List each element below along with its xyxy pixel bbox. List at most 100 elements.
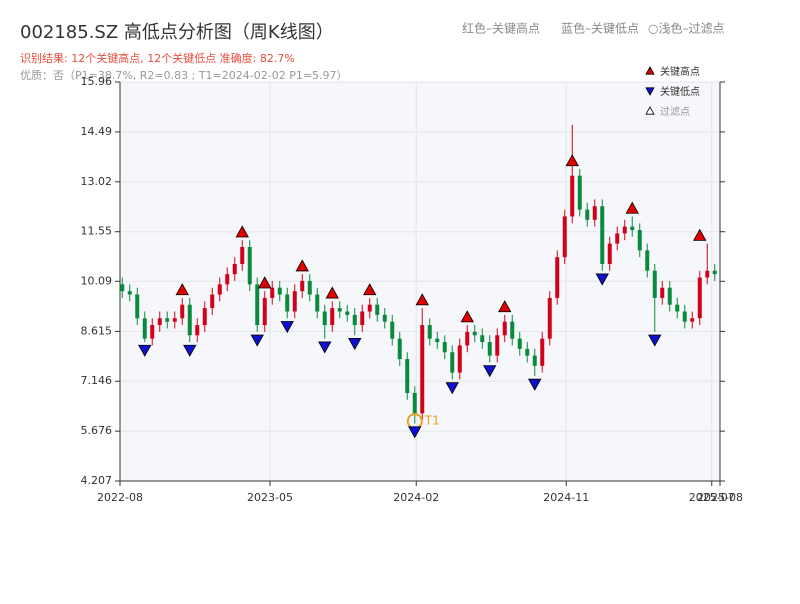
candle-body [585,209,590,220]
candle-body [690,318,695,322]
candle-body [232,263,237,275]
candle-body [547,297,552,339]
candle-body [660,287,665,298]
key-point [250,334,264,347]
key-point [445,382,459,395]
key-point [325,286,339,299]
x-tick-label: 2025-08 [697,491,743,504]
candle-body [127,291,132,295]
candle-body [330,308,335,326]
candle-body [315,294,320,312]
candle-body [135,294,140,319]
candle-body [465,331,470,346]
key-point [528,378,542,391]
y-tick-label: 11.55 [81,225,113,238]
candle-body [517,338,522,349]
chart-title: 002185.SZ 高低点分析图（周K线图） [20,22,334,43]
candle-body [360,311,365,326]
annotation-label: T1 [424,414,440,428]
candle-body [285,294,290,312]
key-point [348,338,362,351]
candle-body [382,314,387,322]
key-point [280,321,294,334]
note: 优质：否（P1=38.7%, R2=0.83 ; T1=2024-02-02 P… [20,69,348,82]
header-legend: 蓝色–关键低点 [561,22,639,36]
candle-body [435,338,440,343]
y-tick-label: 7.146 [81,374,113,387]
candle-body [150,325,155,339]
candle-body [142,318,147,339]
candle-body [607,243,612,264]
candle-body [210,294,215,309]
key-point [258,276,272,289]
legend-marker [645,87,655,96]
candle-body [202,308,207,326]
candle-body [157,318,162,326]
candle-body [472,331,477,336]
legend-label: 过滤点 [660,105,690,118]
key-point [648,334,662,347]
candle-body [637,230,642,251]
candle-body [577,175,582,210]
candle-body [120,284,125,292]
key-point [318,341,332,354]
candle-body [390,321,395,339]
candle-body [667,287,672,305]
key-point [363,283,377,296]
key-point [415,293,429,306]
candle-body [225,274,230,285]
candle-body [510,321,515,339]
candle-body [495,335,500,356]
header-legend: 红色–关键高点 [462,21,540,36]
candle-body [427,325,432,339]
y-tick-label: 4.207 [81,474,113,487]
legend-marker [645,106,655,115]
candle-body [555,257,560,298]
candle-body [487,342,492,356]
candle-body [397,338,402,360]
candle-body [172,318,177,322]
candle-body [352,314,357,326]
x-tick-label: 2024-02 [393,491,439,504]
y-tick-label: 13.02 [81,175,113,188]
candle-body [345,311,350,315]
candle-body [255,284,260,326]
y-tick-label: 5.676 [81,424,113,437]
candle-body [630,226,635,231]
candle-body [337,308,342,312]
candle-body [292,291,297,312]
key-point [183,344,197,357]
candle-body [592,206,597,220]
candle-body [600,206,605,264]
candle-body [277,287,282,295]
candle-body [450,352,455,373]
candle-body [682,311,687,322]
legend-label: 关键低点 [660,85,700,98]
candle-body [187,304,192,336]
key-point [295,259,309,272]
key-point [625,201,639,214]
x-tick-label: 2025-07 [689,491,735,504]
candle-body [217,284,222,295]
candle-body [480,335,485,343]
candle-body [502,321,507,336]
candle-body [652,270,657,298]
key-point [565,154,579,167]
candle-body [322,311,327,326]
candle-body [562,216,567,258]
x-tick-label: 2023-05 [247,491,293,504]
candle-body [165,318,170,322]
candle-body [645,250,650,271]
subtitle: 识别结果: 12个关键高点, 12个关键低点 准确度: 82.7% [20,51,295,65]
candle-body [307,280,312,295]
candle-body [240,246,245,264]
candle-body [262,297,267,326]
candle-body [712,270,717,275]
key-point [595,273,609,286]
y-tick-label: 8.615 [81,324,113,337]
candle-body [570,175,575,217]
candle-body [705,270,710,278]
candle-body [412,392,417,414]
candle-body [697,277,702,319]
